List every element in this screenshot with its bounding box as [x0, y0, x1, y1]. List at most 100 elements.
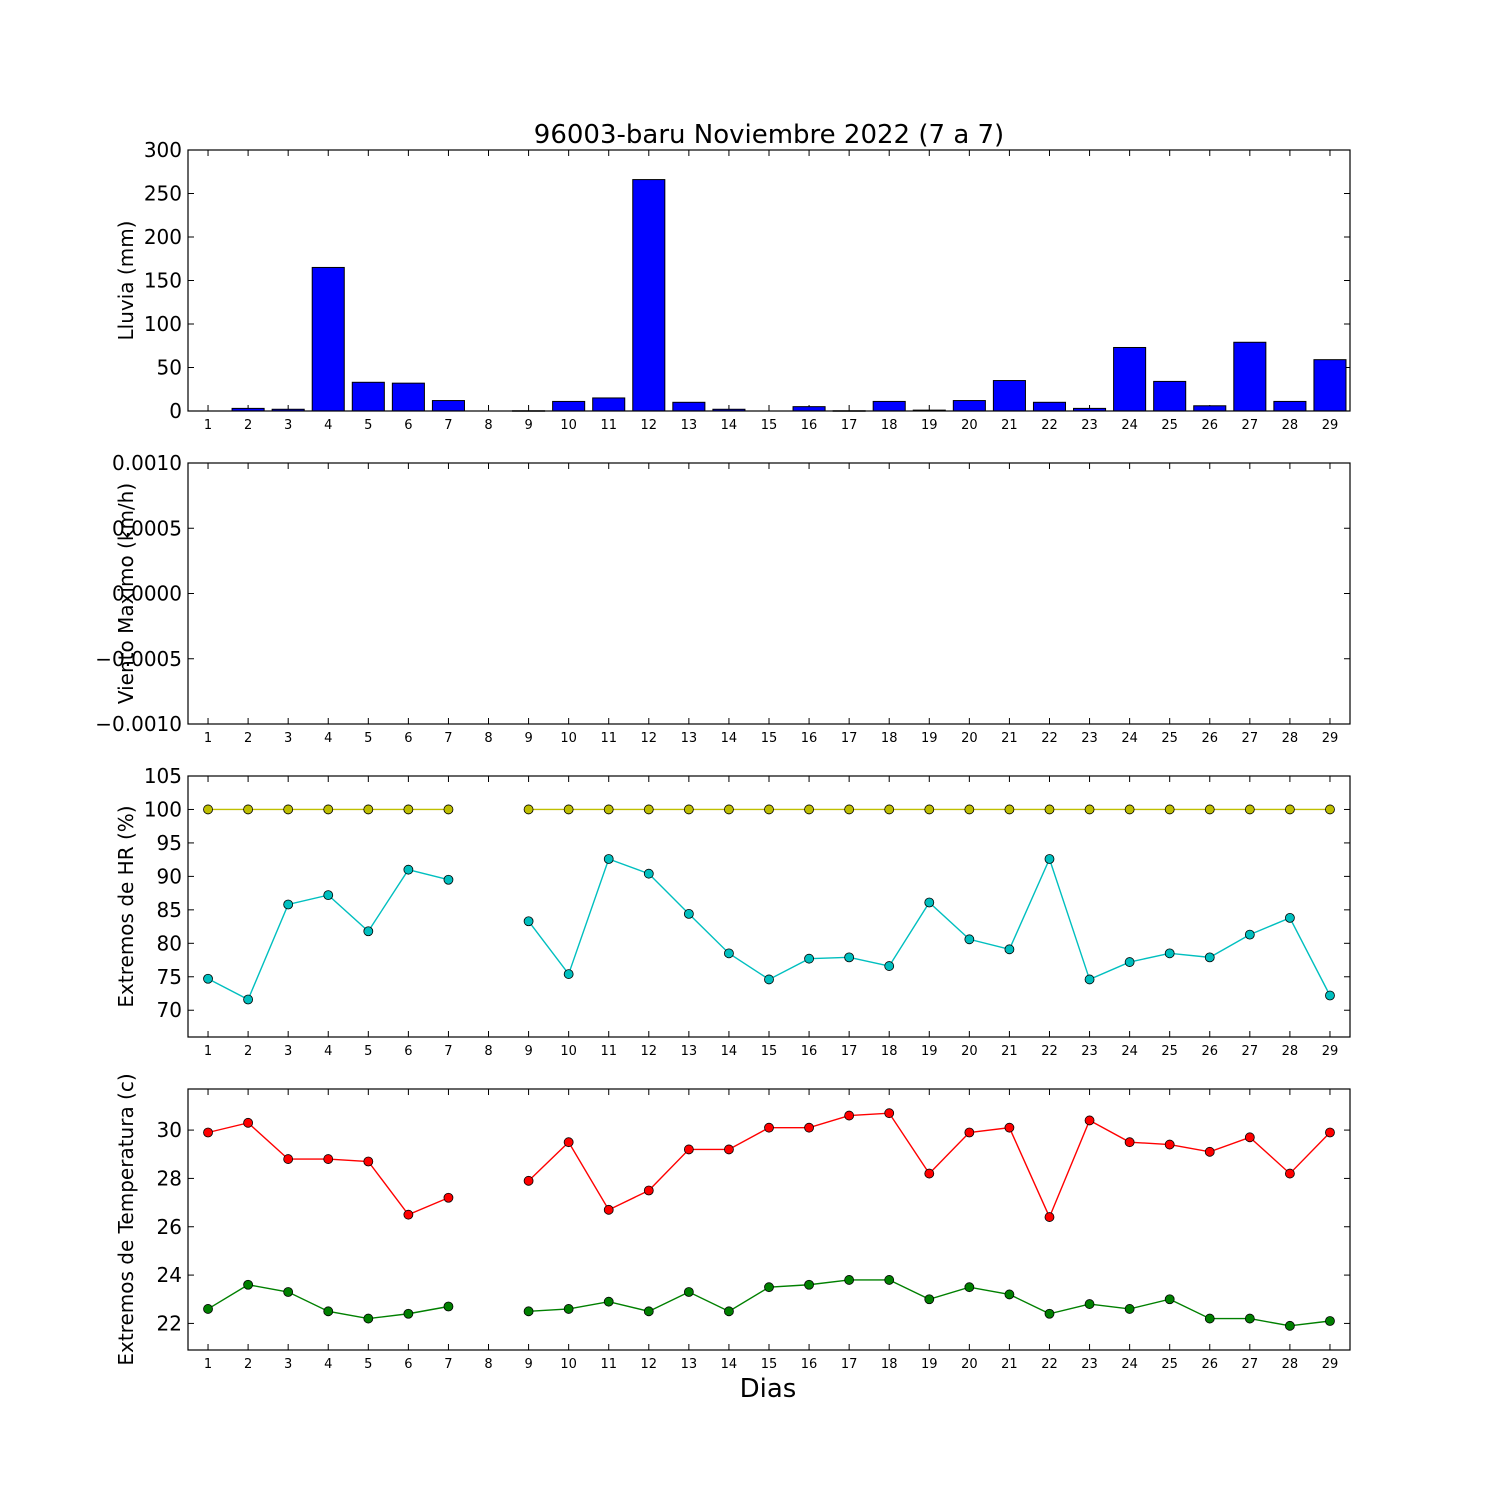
series-1-point-day-18: [884, 1108, 895, 1119]
series-1-point-day-4: [323, 804, 334, 815]
series-1-point-day-2: [243, 804, 254, 815]
series-2-point-day-19: [924, 1294, 935, 1305]
x-tick-label: 5: [364, 1357, 372, 1372]
series-2-point-day-12: [643, 868, 654, 879]
series-1-point-day-22: [1044, 804, 1055, 815]
y-axis-label: Extremos de HR (%): [114, 805, 138, 1007]
series-2-point-day-15: [764, 974, 774, 985]
bar-day-16: [792, 406, 826, 412]
x-tick-label: 20: [961, 418, 978, 433]
series-2-point-day-15: [764, 1282, 774, 1293]
x-tick-label: 23: [1081, 1357, 1098, 1372]
x-tick-label: 16: [801, 1044, 818, 1059]
series-1-point-day-21: [1004, 804, 1015, 815]
x-tick-label: 6: [404, 418, 412, 433]
series-1-point-day-6: [403, 1209, 414, 1220]
series-2-point-day-14: [724, 948, 734, 959]
series-1-point-day-3: [283, 804, 294, 815]
x-tick-label: 23: [1081, 418, 1098, 433]
series-2-point-day-25: [1164, 948, 1175, 959]
x-tick-label: 15: [761, 731, 778, 746]
series-2-point-day-14: [724, 1306, 734, 1317]
series-1-point-day-29: [1325, 1127, 1335, 1138]
series-2-point-day-20: [964, 934, 975, 945]
series-2-point-day-4: [323, 890, 334, 901]
x-tick-label: 12: [641, 1357, 658, 1372]
x-tick-label: 12: [641, 731, 658, 746]
series-2-point-day-24: [1124, 1304, 1135, 1314]
x-tick-label: 1: [204, 418, 212, 433]
x-tick-label: 19: [921, 1357, 938, 1372]
x-tick-label: 4: [324, 731, 332, 746]
x-tick-label: 16: [801, 418, 818, 433]
series-2-point-day-22: [1044, 854, 1055, 864]
series-2-point-day-1: [203, 1304, 213, 1314]
x-tick-label: 24: [1121, 1044, 1138, 1059]
series-1-point-day-12: [643, 804, 654, 815]
series-2-point-day-29: [1325, 990, 1335, 1001]
x-axis-label: Dias: [740, 1374, 797, 1404]
x-tick-label: 17: [841, 1044, 858, 1059]
x-tick-label: 9: [524, 1357, 532, 1372]
x-tick-label: 21: [1001, 1357, 1018, 1372]
series-1-point-day-25: [1164, 1139, 1175, 1150]
series-2-point-day-2: [243, 1279, 254, 1290]
x-tick-label: 9: [524, 418, 532, 433]
x-tick-label: 7: [444, 418, 452, 433]
x-tick-label: 17: [841, 1357, 858, 1372]
series-2-point-day-23: [1084, 1299, 1095, 1309]
bar-day-21: [992, 380, 1026, 412]
y-tick-label: 105: [144, 764, 182, 788]
x-tick-label: 26: [1201, 1044, 1218, 1059]
y-tick-label: 150: [144, 269, 182, 293]
series-1-point-day-17: [844, 1110, 855, 1121]
series-2-point-day-27: [1244, 1313, 1255, 1324]
bar-day-13: [672, 401, 706, 412]
series-1-point-day-4: [323, 1154, 334, 1164]
x-tick-label: 4: [324, 1357, 332, 1372]
series-2-point-day-27: [1244, 929, 1255, 940]
x-tick-label: 28: [1282, 1357, 1299, 1372]
y-tick-label: 100: [144, 312, 182, 336]
series-2-point-day-18: [884, 1275, 895, 1285]
series-2-point-day-11: [603, 1296, 614, 1307]
x-tick-label: 15: [761, 1357, 778, 1372]
x-tick-label: 13: [681, 1044, 698, 1059]
series-2-point-day-26: [1204, 1313, 1215, 1324]
x-tick-label: 22: [1041, 1357, 1058, 1372]
series-2-point-day-28: [1284, 1320, 1295, 1331]
series-1-point-day-15: [764, 1122, 774, 1133]
series-2-point-day-12: [643, 1306, 654, 1317]
x-tick-label: 26: [1201, 731, 1218, 746]
x-tick-label: 14: [721, 1044, 738, 1059]
y-tick-label: 300: [144, 138, 182, 162]
x-tick-label: 11: [600, 1357, 617, 1372]
bar-day-4: [311, 266, 345, 412]
series-1-point-day-27: [1244, 1132, 1255, 1143]
series-1-point-day-13: [683, 1144, 694, 1155]
series-2-point-day-10: [563, 1304, 574, 1314]
y-tick-label: 22: [157, 1311, 182, 1335]
x-tick-label: 6: [404, 1044, 412, 1059]
plot-frame: [187, 149, 1351, 412]
series-1-point-day-14: [724, 1144, 734, 1155]
series-1-point-day-13: [683, 804, 694, 815]
x-tick-label: 19: [921, 731, 938, 746]
x-tick-label: 21: [1001, 731, 1018, 746]
figure-title: 96003-baru Noviembre 2022 (7 a 7): [534, 120, 1004, 150]
series-1-point-day-11: [603, 804, 614, 815]
x-tick-label: 11: [600, 1044, 617, 1059]
series-1-point-day-16: [804, 1122, 814, 1133]
x-tick-label: 26: [1201, 418, 1218, 433]
series-1-point-day-2: [243, 1117, 254, 1128]
x-tick-label: 5: [364, 1044, 372, 1059]
x-tick-label: 22: [1041, 1044, 1058, 1059]
series-2-point-day-20: [964, 1282, 975, 1293]
x-tick-label: 15: [761, 1044, 778, 1059]
bar-day-6: [391, 382, 425, 412]
series-2-point-day-19: [924, 897, 935, 908]
